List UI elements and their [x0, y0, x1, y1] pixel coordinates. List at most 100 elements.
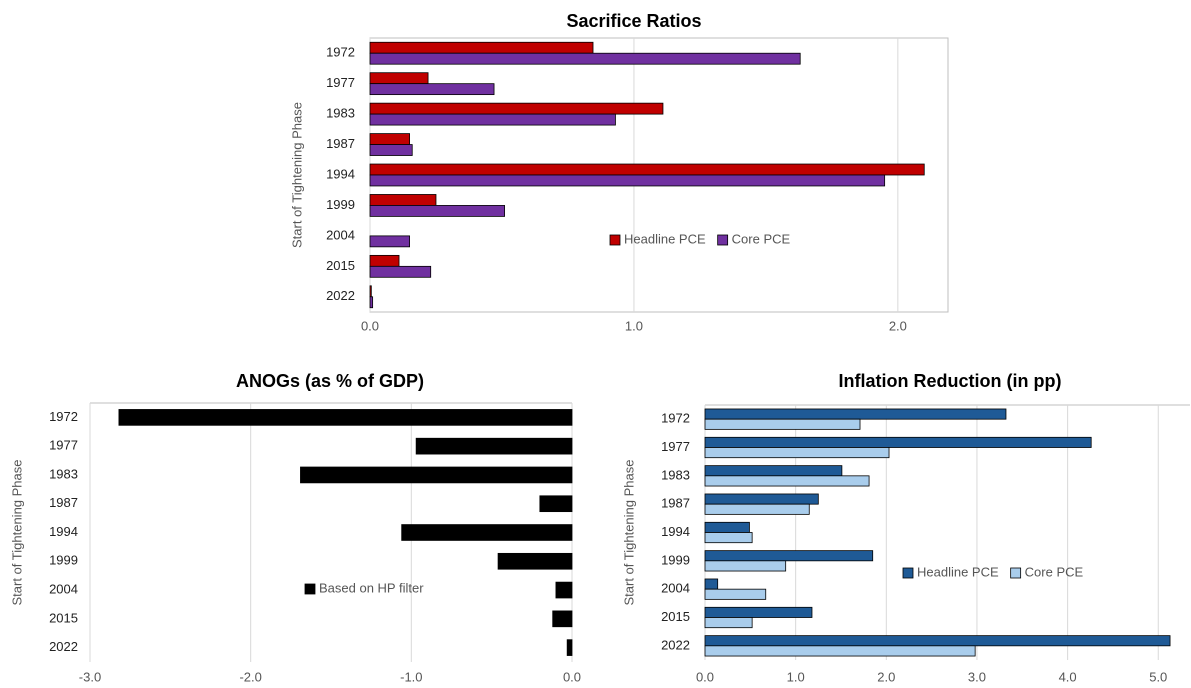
y-tick-label: 1977 [661, 439, 690, 454]
bar [539, 495, 573, 513]
y-tick-label: 2015 [661, 609, 690, 624]
x-tick-label: 2.0 [877, 669, 895, 684]
x-tick-label: 0.0 [361, 318, 379, 333]
y-tick-label: 2004 [326, 227, 355, 242]
y-tick-label: 1983 [661, 467, 690, 482]
x-tick-label: 1.0 [625, 318, 643, 333]
bar [704, 493, 819, 505]
x-tick-label: 3.0 [968, 669, 986, 684]
bar [369, 205, 506, 217]
y-tick-label: 1983 [326, 106, 355, 121]
bar [704, 465, 843, 477]
bar [369, 52, 801, 65]
bar [401, 524, 573, 541]
bar [704, 503, 810, 515]
y-axis-label: Start of Tightening Phase [289, 102, 304, 248]
y-tick-label: 1999 [49, 553, 78, 568]
bar [369, 133, 410, 145]
bar [369, 254, 400, 267]
bar [369, 41, 594, 54]
bar [300, 466, 573, 484]
y-axis-label: Start of Tightening Phase [9, 460, 24, 606]
bar [369, 144, 413, 156]
bar [369, 174, 886, 187]
x-tick-label: -2.0 [239, 669, 261, 684]
y-tick-label: 1987 [661, 496, 690, 511]
legend-label: Headline PCE [624, 231, 706, 246]
bar [369, 72, 429, 85]
chart-title: Inflation Reduction (in pp) [839, 371, 1062, 391]
x-tick-label: -3.0 [79, 669, 101, 684]
bar [704, 578, 719, 590]
y-tick-label: 2015 [326, 258, 355, 273]
bar [704, 550, 874, 562]
bar [704, 606, 813, 618]
y-tick-label: 2022 [661, 637, 690, 652]
bar [704, 418, 861, 430]
legend-label: Core PCE [732, 231, 791, 246]
x-tick-label: 5.0 [1149, 669, 1167, 684]
legend-swatch [1010, 567, 1022, 579]
y-tick-label: 1994 [326, 166, 355, 181]
bar [704, 560, 787, 572]
x-tick-label: 0.0 [563, 669, 581, 684]
x-tick-label: 2.0 [889, 318, 907, 333]
bar [118, 409, 573, 426]
bar [369, 163, 925, 176]
y-tick-label: 1994 [661, 524, 690, 539]
bar [704, 436, 1092, 448]
y-tick-label: 1987 [326, 136, 355, 151]
legend-swatch [304, 583, 316, 595]
bar [369, 194, 437, 206]
legend-label: Based on HP filter [319, 580, 424, 595]
y-tick-label: 2004 [661, 581, 690, 596]
x-tick-label: 4.0 [1059, 669, 1077, 684]
bar [704, 532, 753, 544]
y-tick-label: 2022 [49, 639, 78, 654]
bar [704, 645, 976, 657]
bar [369, 296, 374, 309]
y-axis-label: Start of Tightening Phase [621, 460, 636, 606]
y-tick-label: 1972 [661, 411, 690, 426]
bar [704, 447, 890, 459]
bar [704, 617, 753, 629]
y-tick-label: 1994 [49, 524, 78, 539]
x-tick-label: 1.0 [787, 669, 805, 684]
legend-swatch [609, 234, 621, 246]
y-tick-label: 2015 [49, 610, 78, 625]
y-tick-label: 2022 [326, 288, 355, 303]
bar [704, 588, 767, 600]
bar [704, 408, 1007, 420]
y-tick-label: 1972 [326, 45, 355, 60]
x-tick-label: 0.0 [696, 669, 714, 684]
bar [704, 635, 1171, 647]
bar [566, 639, 573, 656]
legend-swatch [717, 234, 729, 246]
x-tick-label: -1.0 [400, 669, 422, 684]
legend-label: Headline PCE [917, 564, 999, 579]
y-tick-label: 1983 [49, 466, 78, 481]
bar [369, 285, 372, 298]
bar [369, 83, 495, 96]
y-tick-label: 1972 [49, 409, 78, 424]
y-tick-label: 2004 [49, 581, 78, 596]
y-tick-label: 1977 [326, 75, 355, 90]
y-tick-label: 1977 [49, 438, 78, 453]
y-tick-label: 1987 [49, 495, 78, 510]
bar [704, 475, 870, 487]
bar [369, 235, 410, 248]
legend-swatch [902, 567, 914, 579]
bar [497, 552, 573, 570]
chart-title: ANOGs (as % of GDP) [236, 371, 424, 391]
bar [555, 581, 573, 599]
bar [552, 610, 573, 628]
bar [369, 102, 664, 115]
y-tick-label: 1999 [326, 197, 355, 212]
chart-title: Sacrifice Ratios [566, 11, 701, 31]
bar [704, 521, 750, 533]
legend-label: Core PCE [1025, 564, 1084, 579]
bar [369, 265, 432, 278]
bar [369, 113, 616, 126]
